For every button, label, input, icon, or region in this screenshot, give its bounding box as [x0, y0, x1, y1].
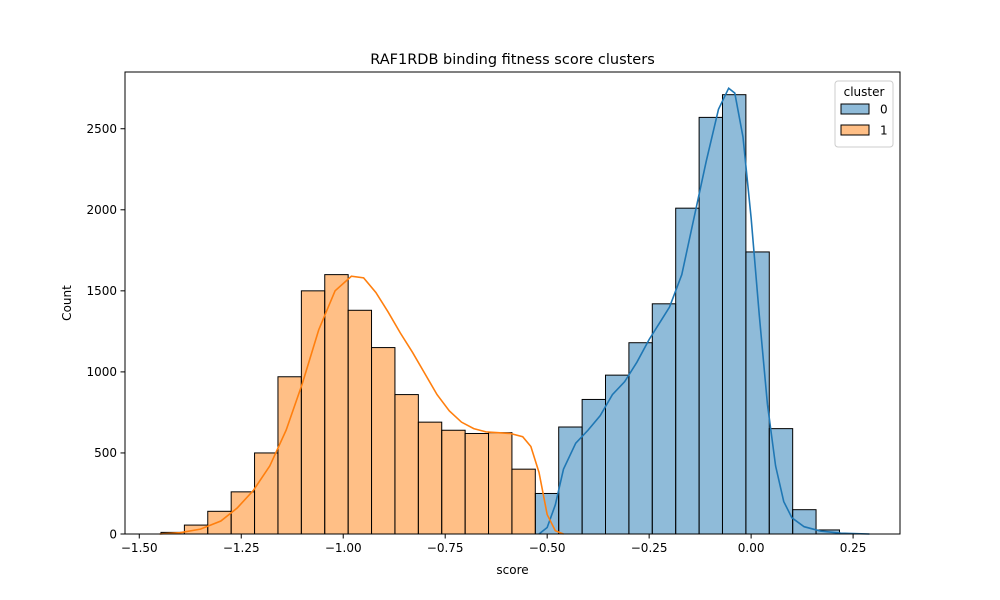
y-axis-ticks: 0 500 1000 1500 2000 2500: [86, 122, 125, 541]
bar-cluster-0-bin-18: [581, 398, 607, 535]
bar-cluster-1-bin-7: [324, 274, 349, 535]
y-axis-label: Count: [60, 285, 74, 321]
bar-cluster-1-bin-5: [277, 376, 302, 535]
legend-swatch-1: [840, 124, 870, 136]
x-axis-ticks: −1.50 −1.25 −1.00 −0.75 −0.50 −0.25 0.00 0.25: [121, 534, 867, 555]
x-tick-label: −1.25: [223, 541, 260, 555]
legend-label-0: 0: [880, 103, 888, 117]
x-tick-label: −0.75: [427, 541, 464, 555]
bar-cluster-1-bin-3: [230, 491, 256, 535]
chart-title: RAF1RDB binding fitness score clusters: [370, 52, 655, 68]
bar-cluster-1-bin-9: [371, 347, 396, 535]
y-tick-label: 500: [94, 446, 117, 460]
y-tick-label: 0: [109, 527, 117, 541]
plot-frame: [124, 71, 901, 535]
bar-cluster-1-bin-6: [300, 290, 326, 535]
bar-cluster-1-bin-14: [488, 432, 513, 535]
y-tick-label: 1500: [86, 284, 117, 298]
y-tick-label: 1000: [86, 365, 117, 379]
bar-cluster-1-bin-4: [254, 452, 279, 535]
legend-label-1: 1: [880, 124, 888, 138]
bar-cluster-1-bin-12: [441, 429, 466, 535]
x-tick-label: 0.25: [840, 541, 867, 555]
histogram-bars: [160, 94, 840, 535]
x-tick-label: −0.25: [631, 541, 668, 555]
x-tick-label: 0.00: [738, 541, 765, 555]
bar-cluster-0-bin-20: [628, 342, 653, 535]
bar-cluster-1-bin-11: [417, 421, 443, 535]
bar-cluster-0-bin-21: [651, 303, 677, 535]
kde-curves: [159, 86, 870, 535]
legend: cluster 0 1: [834, 80, 894, 148]
kde-line-cluster-0: [538, 86, 870, 535]
x-tick-label: −0.50: [529, 541, 566, 555]
bar-cluster-1-bin-8: [347, 309, 373, 535]
bar-cluster-0-bin-17: [558, 426, 583, 535]
x-tick-label: −1.00: [325, 541, 362, 555]
bar-cluster-0-bin-22: [675, 207, 700, 535]
y-tick-label: 2500: [86, 122, 117, 136]
bar-cluster-0-bin-24: [721, 94, 747, 535]
bar-cluster-1-bin-10: [394, 394, 419, 535]
x-axis-label: score: [496, 563, 528, 577]
kde-line-cluster-1: [159, 275, 564, 535]
legend-title: cluster: [844, 85, 885, 99]
legend-swatch-0: [840, 103, 870, 115]
bar-cluster-1-bin-13: [464, 432, 490, 535]
bar-cluster-1-bin-15: [511, 468, 536, 535]
x-tick-label: −1.50: [121, 541, 158, 555]
y-tick-label: 2000: [86, 203, 117, 217]
